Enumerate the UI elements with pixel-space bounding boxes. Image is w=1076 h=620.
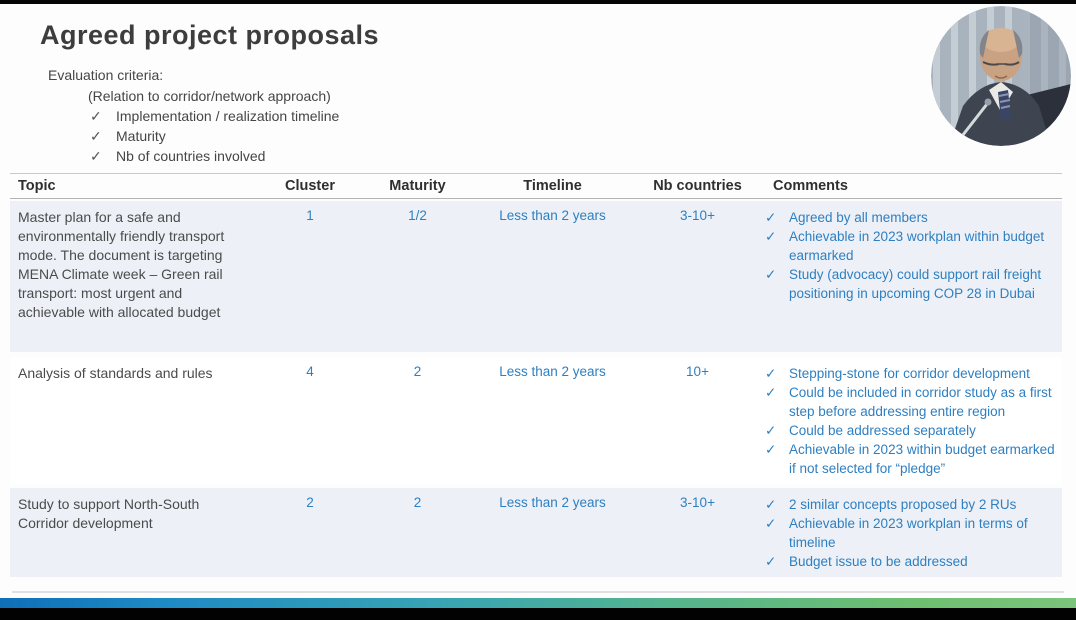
table-row: Study to support North-South Corridor de… bbox=[10, 488, 1062, 577]
check-icon: ✓ bbox=[765, 516, 777, 531]
comments-cell: ✓ Stepping-stone for corridor development… bbox=[765, 357, 1062, 484]
comment-text: Achievable in 2023 workplan within budge… bbox=[789, 229, 1045, 263]
check-icon: ✓ bbox=[765, 423, 777, 438]
bottom-letterbox-bar bbox=[0, 608, 1076, 620]
comment-item: ✓ Could be addressed separately bbox=[765, 421, 1056, 440]
topic-cell: Master plan for a safe and environmental… bbox=[18, 209, 225, 320]
proposals-table: Topic Cluster Maturity Timeline Nb count… bbox=[10, 173, 1062, 577]
column-header-cluster: Cluster bbox=[285, 178, 335, 194]
topic-cell: Analysis of standards and rules bbox=[18, 365, 213, 381]
table-row: Analysis of standards and rules 4 2 Less… bbox=[10, 357, 1062, 484]
nb-countries-cell: 10+ bbox=[686, 364, 709, 379]
timeline-cell: Less than 2 years bbox=[499, 364, 606, 379]
comment-item: ✓ Budget issue to be addressed bbox=[765, 552, 1056, 571]
criteria-item: ✓ Maturity bbox=[90, 128, 339, 145]
criteria-item-label: Maturity bbox=[116, 128, 166, 144]
nb-countries-cell: 3-10+ bbox=[680, 495, 715, 510]
comments-cell: ✓ Agreed by all members ✓ Achievable in 20… bbox=[765, 201, 1062, 352]
page-title: Agreed project proposals bbox=[40, 20, 380, 50]
column-header-maturity: Maturity bbox=[389, 178, 446, 194]
cluster-cell: 4 bbox=[306, 364, 314, 379]
comment-item: ✓ 2 similar concepts proposed by 2 RUs bbox=[765, 495, 1056, 514]
criteria-subheading: (Relation to corridor/network approach) bbox=[88, 88, 331, 104]
table-header-row: Topic Cluster Maturity Timeline Nb count… bbox=[10, 173, 1062, 199]
comment-text: Stepping-stone for corridor development bbox=[789, 366, 1030, 381]
comment-item: ✓ Study (advocacy) could support rail fre… bbox=[765, 265, 1056, 303]
check-icon: ✓ bbox=[90, 148, 102, 164]
comment-item: ✓ Agreed by all members bbox=[765, 208, 1056, 227]
check-icon: ✓ bbox=[765, 267, 777, 282]
check-icon: ✓ bbox=[765, 366, 777, 381]
column-header-topic: Topic bbox=[18, 178, 56, 194]
comments-cell: ✓ 2 similar concepts proposed by 2 RUs ✓ A… bbox=[765, 488, 1062, 577]
footer-gradient-bar bbox=[0, 598, 1076, 608]
comment-text: Achievable in 2023 within budget earmark… bbox=[789, 442, 1055, 476]
criteria-item-label: Implementation / realization timeline bbox=[116, 108, 340, 124]
comment-text: 2 similar concepts proposed by 2 RUs bbox=[789, 497, 1017, 512]
footer-divider bbox=[12, 591, 1064, 593]
speaker-portrait-icon bbox=[931, 6, 1071, 146]
timeline-cell: Less than 2 years bbox=[499, 495, 606, 510]
check-icon: ✓ bbox=[765, 385, 777, 400]
comment-text: Could be included in corridor study as a… bbox=[789, 385, 1052, 419]
criteria-item: ✓ Nb of countries involved bbox=[90, 148, 339, 165]
comment-text: Study (advocacy) could support rail frei… bbox=[789, 267, 1042, 301]
check-icon: ✓ bbox=[765, 229, 777, 244]
comment-item: ✓ Achievable in 2023 workplan within budg… bbox=[765, 227, 1056, 265]
column-header-nb-countries: Nb countries bbox=[653, 178, 742, 194]
comment-item: ✓ Could be included in corridor study as … bbox=[765, 383, 1056, 421]
maturity-cell: 2 bbox=[413, 495, 422, 510]
table-row: Master plan for a safe and environmental… bbox=[10, 201, 1062, 352]
webcam-avatar bbox=[931, 6, 1071, 146]
check-icon: ✓ bbox=[90, 128, 102, 144]
check-icon: ✓ bbox=[765, 442, 777, 457]
check-icon: ✓ bbox=[765, 554, 777, 569]
topic-cell: Study to support North-South Corridor de… bbox=[18, 496, 200, 531]
maturity-cell: 1/2 bbox=[408, 208, 427, 223]
column-header-timeline: Timeline bbox=[523, 178, 582, 194]
cluster-cell: 2 bbox=[306, 495, 314, 510]
check-icon: ✓ bbox=[765, 497, 777, 512]
comment-item: ✓ Achievable in 2023 within budget earmar… bbox=[765, 440, 1056, 478]
column-header-comments: Comments bbox=[773, 178, 848, 194]
criteria-heading: Evaluation criteria: bbox=[48, 67, 164, 83]
check-icon: ✓ bbox=[90, 108, 102, 124]
criteria-item-label: Nb of countries involved bbox=[116, 148, 266, 164]
evaluation-criteria: Evaluation criteria: (Relation to corrid… bbox=[48, 67, 339, 168]
cluster-cell: 1 bbox=[306, 208, 314, 223]
comment-item: ✓ Achievable in 2023 workplan in terms of… bbox=[765, 514, 1056, 552]
nb-countries-cell: 3-10+ bbox=[680, 208, 715, 223]
top-letterbox-bar bbox=[0, 0, 1076, 4]
maturity-cell: 2 bbox=[413, 364, 422, 379]
comment-text: Budget issue to be addressed bbox=[789, 554, 968, 569]
comment-text: Agreed by all members bbox=[789, 210, 928, 225]
timeline-cell: Less than 2 years bbox=[499, 208, 606, 223]
criteria-item: ✓ Implementation / realization timeline bbox=[90, 108, 339, 125]
comment-item: ✓ Stepping-stone for corridor development bbox=[765, 364, 1056, 383]
comment-text: Achievable in 2023 workplan in terms of … bbox=[789, 516, 1028, 550]
comment-text: Could be addressed separately bbox=[789, 423, 976, 438]
check-icon: ✓ bbox=[765, 210, 777, 225]
